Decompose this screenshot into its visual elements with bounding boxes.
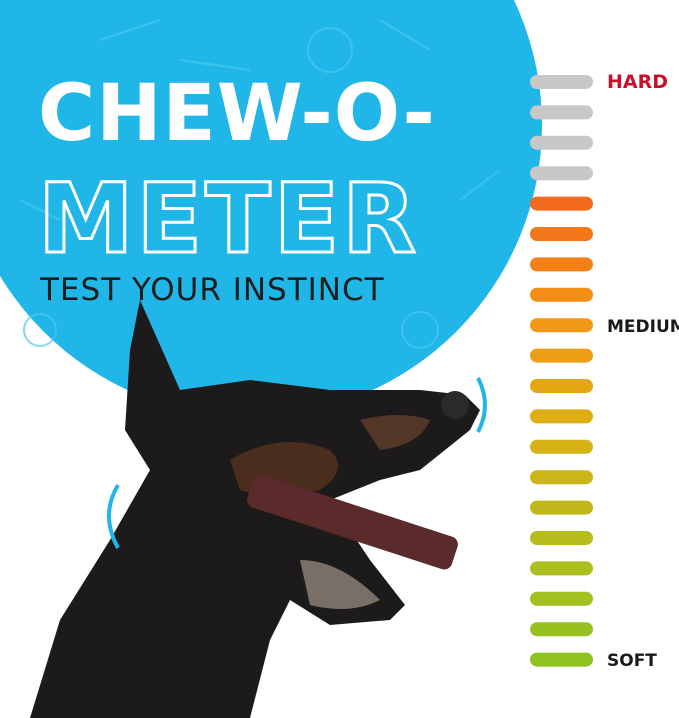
meter-segment: [530, 500, 593, 515]
meter-segment: [530, 531, 593, 545]
meter-segment: [530, 652, 593, 667]
hard-label: HARD: [607, 71, 668, 93]
meter-segment: [530, 379, 593, 393]
blue-circle: [0, 0, 542, 417]
meter-segment: [530, 348, 593, 363]
subtitle: TEST YOUR INSTINCT: [39, 272, 385, 308]
meter-segment: [530, 75, 593, 89]
meter-segment: [530, 561, 593, 576]
meter-segment: [530, 166, 593, 181]
meter-segment: [530, 409, 593, 424]
medium-label: MEDIUM: [607, 317, 679, 337]
title-line1: CHEW-O-: [38, 69, 436, 159]
soft-label: SOFT: [607, 651, 657, 671]
meter-segment: [530, 105, 593, 120]
meter-segment: [530, 287, 593, 302]
title-line2: METER: [38, 163, 419, 275]
meter-segment: [530, 227, 593, 241]
pattern: [19, 19, 501, 349]
meter-segment: [530, 622, 593, 637]
meter-segment: [530, 470, 593, 485]
meter-segment: [530, 591, 593, 606]
meter-segment: [530, 318, 593, 333]
meter-segment: [530, 439, 593, 454]
meter-segment: [530, 257, 593, 272]
dog: [30, 300, 487, 718]
chew-meter: [530, 75, 593, 667]
meter-segment: [530, 196, 593, 211]
meter-segment: [530, 135, 593, 150]
